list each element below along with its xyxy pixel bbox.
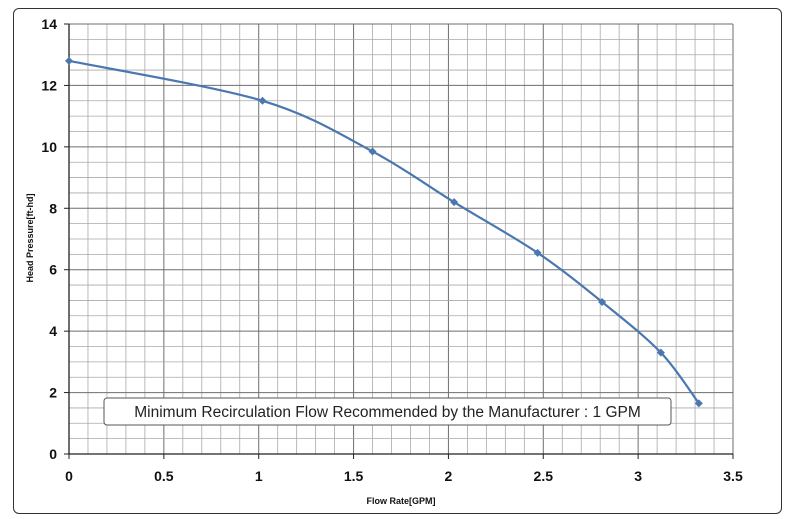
y-tick-label: 0 xyxy=(49,446,57,462)
x-tick-label: 0 xyxy=(65,468,73,484)
data-point xyxy=(694,399,703,408)
data-point xyxy=(65,56,73,65)
x-tick-label: 3 xyxy=(634,468,642,484)
data-point xyxy=(533,248,542,257)
y-tick-label: 6 xyxy=(49,262,57,278)
y-tick-label: 8 xyxy=(49,200,57,216)
y-tick-label: 10 xyxy=(41,139,57,155)
x-axis-title: Flow Rate[GPM] xyxy=(367,496,436,506)
x-tick-label: 1 xyxy=(255,468,263,484)
data-point xyxy=(656,348,665,357)
annotation-frame xyxy=(103,397,672,426)
x-tick-label: 2.5 xyxy=(534,468,554,484)
data-point xyxy=(598,297,607,306)
grid xyxy=(68,23,734,455)
tick-labels: 0 2 4 6 8 10 12 14 0 0.5 1 1.5 2 2.5 3 3.5 xyxy=(41,16,743,484)
x-tick-label: 0.5 xyxy=(154,468,174,484)
axes xyxy=(64,23,734,459)
data-point xyxy=(368,147,377,156)
x-tick-label: 3.5 xyxy=(723,468,743,484)
annotation-text: Minimum Recirculation Flow Recommended b… xyxy=(134,404,641,421)
x-tick-label: 1.5 xyxy=(344,468,364,484)
x-tick-label: 2 xyxy=(445,468,453,484)
y-tick-label: 4 xyxy=(49,323,57,339)
data-point xyxy=(258,96,267,105)
y-axis-title: Head Pressure[ft-hd] xyxy=(25,193,35,282)
y-tick-label: 14 xyxy=(41,16,57,32)
series-group xyxy=(65,56,703,408)
y-tick-label: 12 xyxy=(41,77,57,93)
chart-frame xyxy=(13,8,782,514)
y-tick-label: 2 xyxy=(49,385,57,401)
annotation-box: Minimum Recirculation Flow Recommended b… xyxy=(103,397,672,426)
data-point xyxy=(450,198,459,207)
